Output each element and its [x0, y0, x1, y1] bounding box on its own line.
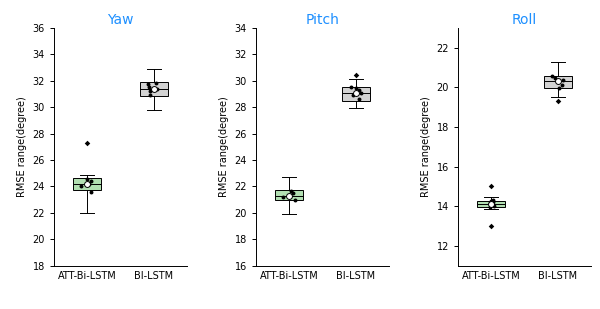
Point	[489, 204, 499, 209]
Point	[149, 86, 158, 91]
Point	[86, 179, 95, 184]
Point	[84, 181, 94, 186]
Point	[487, 202, 496, 207]
Point	[286, 188, 296, 193]
Point	[553, 79, 563, 84]
Title: Roll: Roll	[512, 13, 537, 27]
PathPatch shape	[478, 201, 505, 207]
Point	[278, 195, 287, 200]
Point	[557, 83, 566, 88]
Title: Yaw: Yaw	[107, 13, 134, 27]
Point	[551, 76, 560, 81]
PathPatch shape	[342, 87, 370, 100]
Point	[487, 224, 496, 229]
Y-axis label: RMSE range(degree): RMSE range(degree)	[219, 96, 229, 197]
Y-axis label: RMSE range(degree): RMSE range(degree)	[421, 96, 431, 197]
Point	[487, 199, 496, 204]
PathPatch shape	[544, 76, 572, 88]
Point	[86, 189, 95, 194]
Point	[145, 93, 155, 98]
Point	[487, 184, 496, 189]
Point	[554, 86, 564, 91]
Point	[485, 201, 495, 206]
PathPatch shape	[73, 178, 101, 190]
Point	[76, 184, 86, 189]
Point	[82, 177, 92, 182]
Point	[356, 90, 366, 95]
Point	[284, 193, 294, 198]
Point	[348, 93, 358, 98]
Point	[351, 73, 361, 78]
Point	[289, 191, 298, 196]
Point	[354, 87, 364, 92]
Point	[486, 202, 496, 207]
PathPatch shape	[140, 82, 167, 96]
Point	[82, 140, 92, 145]
Point	[548, 74, 557, 79]
Point	[553, 99, 563, 104]
Point	[488, 198, 498, 203]
Point	[143, 82, 153, 87]
Point	[559, 78, 568, 83]
PathPatch shape	[275, 190, 303, 200]
Point	[354, 97, 364, 102]
Point	[145, 89, 154, 94]
Point	[151, 80, 161, 85]
Point	[346, 85, 356, 90]
Point	[485, 205, 494, 210]
Point	[284, 193, 294, 198]
Point	[488, 200, 497, 205]
Point	[82, 181, 92, 186]
Point	[351, 90, 361, 95]
Point	[290, 197, 300, 202]
Y-axis label: RMSE range(degree): RMSE range(degree)	[17, 96, 27, 197]
Title: Pitch: Pitch	[305, 13, 340, 27]
Point	[352, 86, 361, 91]
Point	[152, 87, 162, 92]
Point	[145, 85, 154, 90]
Point	[553, 80, 563, 85]
